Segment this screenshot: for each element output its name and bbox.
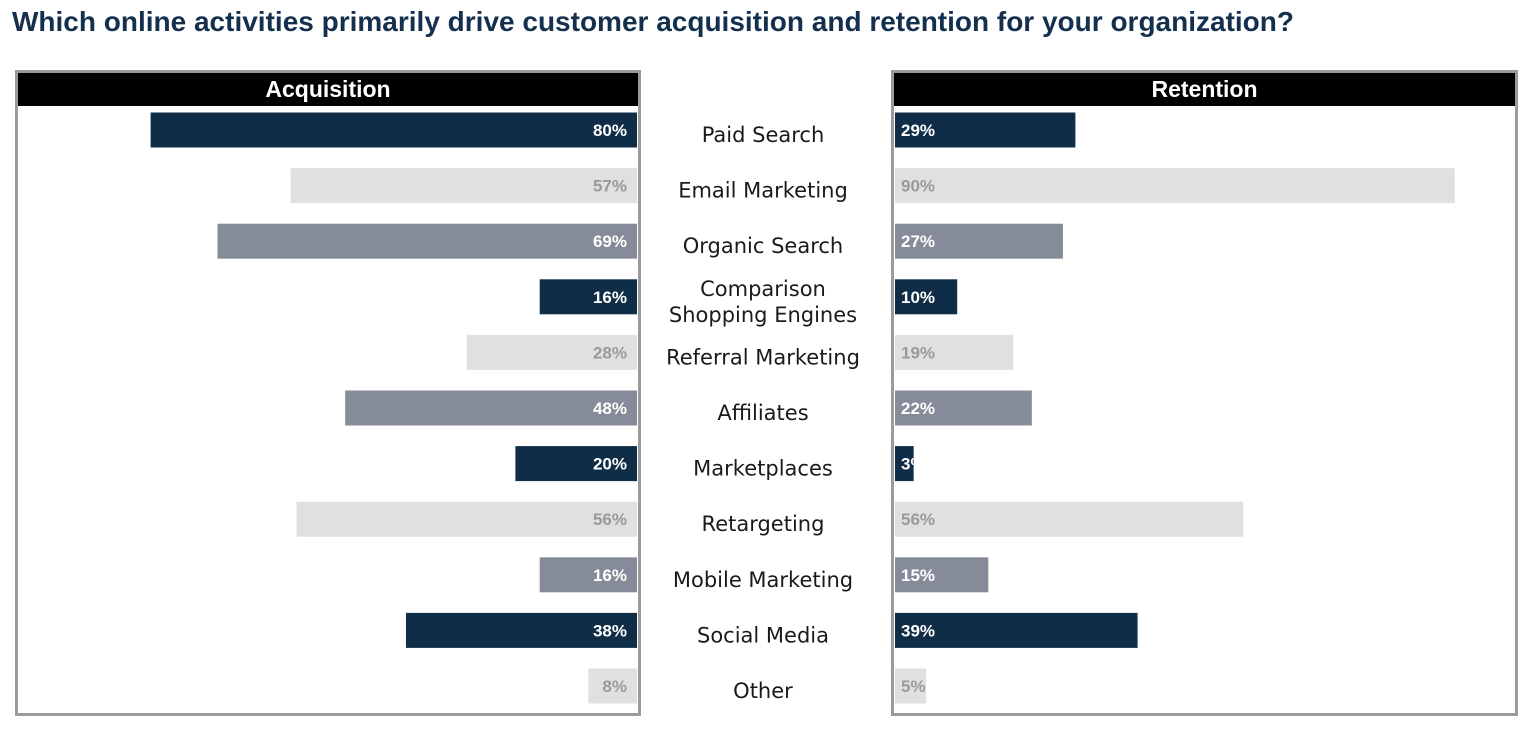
category-label: Other [733,679,793,703]
acquisition-bar [345,390,637,426]
acquisition-bar [515,446,637,482]
acquisition-value-label: 57% [593,177,627,196]
category-label: Shopping Engines [669,303,857,327]
retention-value-label: 5% [901,677,926,696]
acquisition-bar [539,279,637,315]
category-label: Social Media [697,623,829,647]
acquisition-bar [296,501,637,537]
retention-bar [895,668,927,704]
retention-value-label: 29% [901,121,935,140]
retention-bar [895,557,989,593]
retention-value-label: 27% [901,232,935,251]
retention-value-label: 90% [901,177,935,196]
acquisition-bar [150,112,637,148]
chart-title: Which online activities primarily drive … [12,6,1294,37]
retention-bar [895,612,1138,648]
acquisition-value-label: 48% [593,399,627,418]
acquisition-value-label: 38% [593,621,627,640]
retention-value-label: 22% [901,399,935,418]
retention-value-label: 39% [901,621,935,640]
category-label: Mobile Marketing [673,568,853,592]
acquisition-value-label: 69% [593,232,627,251]
retention-value-label: 56% [901,510,935,529]
category-label: Comparison [700,277,826,301]
retention-bar [895,279,958,315]
acquisition-bar [466,334,637,370]
acquisition-bar [290,168,637,204]
category-label: Retargeting [702,512,825,536]
retention-header: Retention [894,73,1515,106]
acquisition-value-label: 20% [593,455,627,474]
acquisition-value-label: 56% [593,510,627,529]
category-label: Marketplaces [693,457,833,481]
acquisition-value-label: 28% [593,343,627,362]
acquisition-bar [539,557,637,593]
category-label: Email Marketing [678,179,848,203]
category-label: Affiliates [717,401,808,425]
retention-value-label: 19% [901,343,935,362]
acquisition-value-label: 16% [593,288,627,307]
acquisition-value-label: 16% [593,566,627,585]
retention-bar [895,446,914,482]
retention-value-label: 3% [901,455,926,474]
retention-bar [895,334,1014,370]
retention-bar [895,223,1063,259]
category-label: Referral Marketing [666,345,860,369]
retention-bar [895,168,1455,204]
acquisition-bar [405,612,637,648]
acquisition-header: Acquisition [18,73,638,106]
retention-value-label: 15% [901,566,935,585]
retention-value-label: 10% [901,288,935,307]
acquisition-bar [588,668,637,704]
acquisition-value-label: 80% [593,121,627,140]
category-label: Organic Search [683,234,844,258]
retention-bar [895,112,1076,148]
acquisition-bar [217,223,638,259]
retention-bar [895,501,1244,537]
category-label: Paid Search [702,123,825,147]
acquisition-value-label: 8% [602,677,627,696]
retention-bar [895,390,1032,426]
